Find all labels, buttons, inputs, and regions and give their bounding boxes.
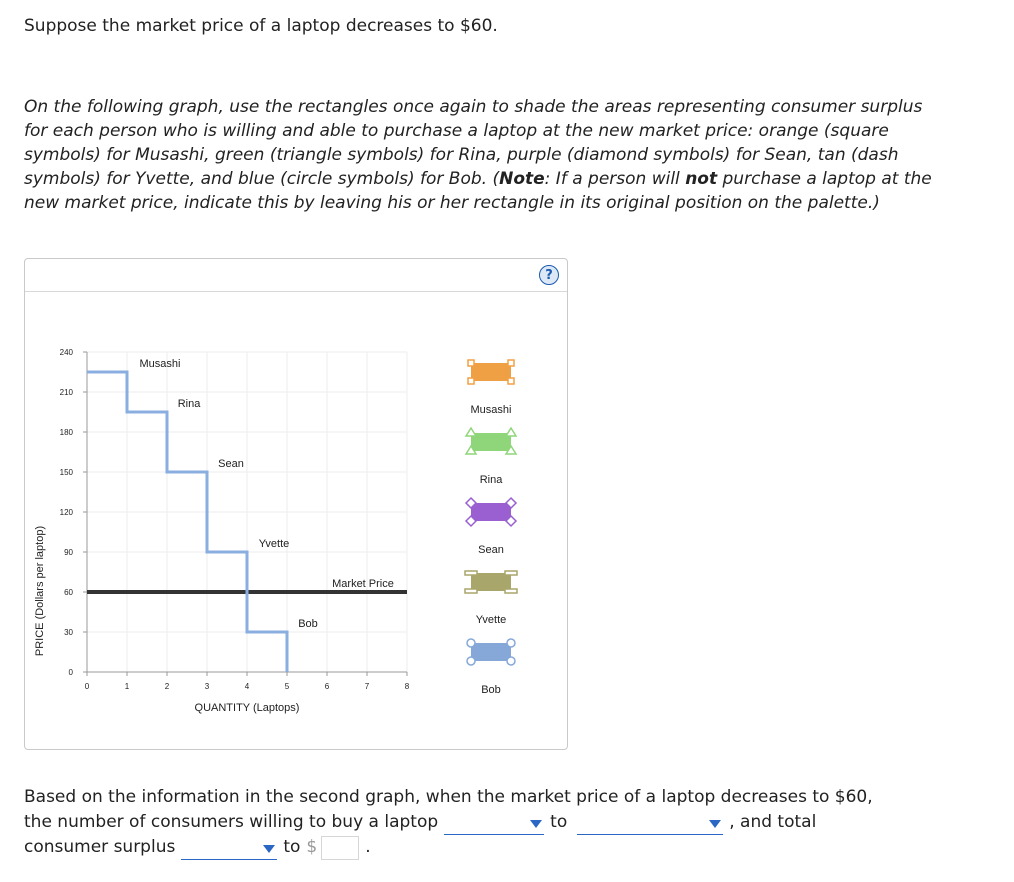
y-tick-label: 60 [64, 588, 73, 597]
x-tick-label: 7 [365, 682, 370, 691]
instructions-part2: : If a person will [544, 169, 686, 189]
x-axis-label: QUANTITY (Laptops) [195, 702, 300, 714]
x-tick-label: 3 [205, 682, 210, 691]
question-text-4: consumer surplus [24, 837, 176, 857]
y-axis-label: PRICE (Dollars per laptop) [34, 526, 46, 656]
instructions: On the following graph, use the rectangl… [24, 95, 944, 215]
instructions-part1: On the following graph, use the rectangl… [24, 97, 923, 189]
demand-label-rina: Rina [178, 398, 202, 410]
palette-rect-rina[interactable] [464, 426, 518, 455]
square-symbol [507, 377, 515, 385]
x-tick-label: 2 [165, 682, 170, 691]
x-tick-label: 5 [285, 682, 290, 691]
question-line-3: consumer surplus to $. [24, 835, 984, 860]
note-label: Note [499, 169, 545, 189]
y-tick-label: 210 [60, 388, 74, 397]
dash-symbol [504, 570, 518, 576]
y-tick-label: 120 [60, 508, 74, 517]
y-tick-label: 30 [64, 628, 73, 637]
demand-labels: Musashi Rina Sean Yvette Bob [140, 358, 318, 630]
y-tick-marks [83, 351, 87, 673]
diamond-symbol [464, 514, 478, 528]
palette-label-musashi: Musashi [471, 404, 512, 416]
palette-label-rina: Rina [480, 474, 504, 486]
y-tick-label: 0 [69, 668, 74, 677]
demand-label-sean: Sean [218, 458, 244, 470]
intro-text: Suppose the market price of a laptop dec… [24, 16, 498, 36]
diamond-symbol [504, 496, 518, 510]
x-tick-label: 1 [125, 682, 130, 691]
palette-label-yvette: Yvette [476, 614, 507, 626]
palette-rect-bob[interactable] [466, 638, 516, 666]
square-symbol [507, 359, 515, 367]
help-icon[interactable]: ? [539, 265, 559, 285]
palette-label-sean: Sean [478, 544, 504, 556]
triangle-symbol [504, 444, 518, 455]
to-label: to [550, 812, 568, 832]
x-tick-label: 4 [245, 682, 250, 691]
instructions-part3: purchase a laptop at the new market pric… [24, 169, 932, 213]
x-tick-label: 0 [85, 682, 90, 691]
dollar-sign: $ [306, 837, 318, 857]
y-tick-label: 240 [60, 348, 74, 357]
circle-symbol [506, 656, 516, 666]
chevron-down-icon [530, 820, 543, 828]
period: . [365, 837, 371, 857]
question-text-2: the number of consumers willing to buy a… [24, 812, 439, 832]
diamond-symbol [464, 496, 478, 510]
square-symbol [467, 377, 475, 385]
y-tick-label: 150 [60, 468, 74, 477]
graph-svg: PRICE (Dollars per laptop) [34, 348, 518, 714]
triangle-symbol [464, 444, 478, 455]
y-tick-labels: 240 210 180 150 120 90 60 30 0 [60, 348, 74, 677]
x-tick-marks [86, 672, 408, 676]
triangle-symbol [504, 426, 518, 437]
consumer-surplus-dropdown[interactable] [181, 839, 278, 860]
dash-symbol [504, 588, 518, 594]
to-label: to [283, 837, 301, 857]
chevron-down-icon [709, 820, 722, 828]
dash-symbol [464, 588, 478, 594]
dash-symbol [464, 570, 478, 576]
question-text-3: , and total [729, 812, 817, 832]
not-label: not [685, 169, 718, 189]
y-tick-label: 180 [60, 428, 74, 437]
demand-label-musashi: Musashi [140, 358, 181, 370]
palette-label-bob: Bob [481, 684, 501, 696]
circle-symbol [466, 656, 476, 666]
x-tick-label: 6 [325, 682, 330, 691]
palette-rect-yvette[interactable] [464, 570, 518, 594]
x-tick-labels: 0 1 2 3 4 5 6 7 8 [85, 682, 410, 691]
chevron-down-icon [263, 845, 276, 853]
consumer-count-to-dropdown[interactable] [577, 814, 724, 835]
demand-label-bob: Bob [298, 618, 318, 630]
diamond-symbol [504, 514, 518, 528]
question-line-1: Based on the information in the second g… [24, 785, 984, 810]
question-text-1: Based on the information in the second g… [24, 787, 873, 807]
y-tick-label: 90 [64, 548, 73, 557]
demand-label-yvette: Yvette [259, 538, 290, 550]
circle-symbol [506, 638, 516, 648]
square-symbol [467, 359, 475, 367]
consumer-surplus-input[interactable] [321, 836, 360, 860]
market-price-label: Market Price [332, 578, 394, 590]
question-block: Based on the information in the second g… [24, 785, 984, 860]
panel-toolbar: ? [25, 259, 567, 292]
triangle-symbol [464, 426, 478, 437]
palette-rect-sean[interactable] [464, 496, 518, 528]
demand-step-curve [87, 370, 289, 672]
consumer-count-from-dropdown[interactable] [444, 814, 545, 835]
circle-symbol [466, 638, 476, 648]
graph-panel: ? PRICE (Dollars per laptop) [24, 258, 568, 750]
palette-rect-musashi[interactable] [467, 359, 515, 385]
x-tick-label: 8 [405, 682, 410, 691]
question-line-2: the number of consumers willing to buy a… [24, 810, 984, 835]
